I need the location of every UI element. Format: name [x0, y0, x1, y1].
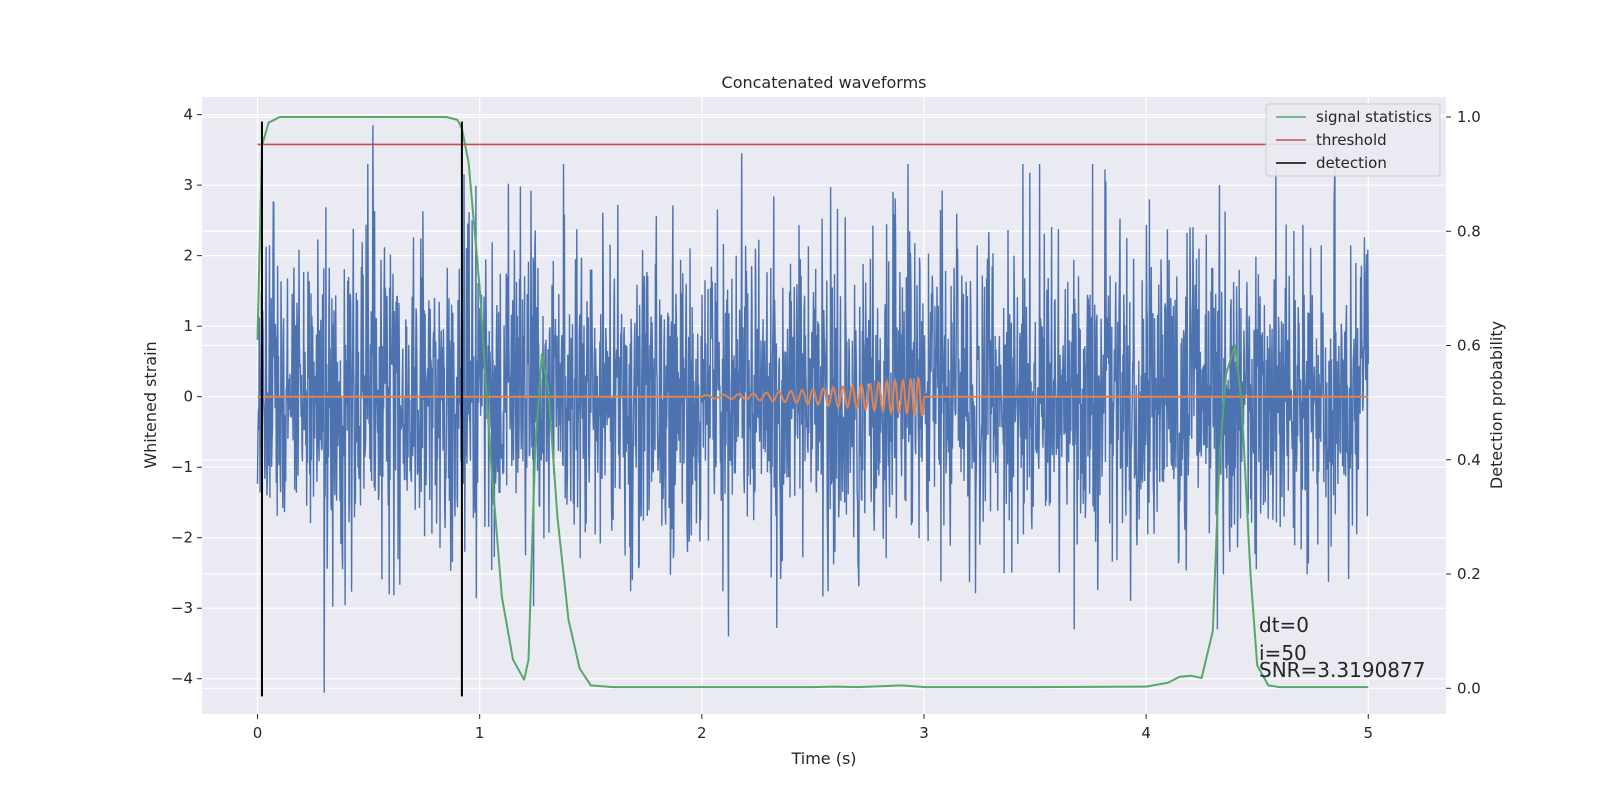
- annotation-index: i=50: [1259, 641, 1307, 665]
- tick-layer: 0 1 2 3 4 5 −4 −3 −2 −1 0 1 2 3 4 0.0 0.2 0.4 0.6 0.8 1.0: [171, 106, 1481, 742]
- x-axis-label: Time (s): [790, 749, 856, 768]
- y-axis-label: Whitened strain: [141, 341, 160, 468]
- y-tick-label-4: 0: [183, 388, 193, 406]
- y2-tick-label-2: 0.4: [1457, 451, 1481, 469]
- x-tick-label-2: 2: [697, 724, 707, 742]
- y-tick-label-5: 1: [183, 317, 193, 335]
- plot-layer: [256, 116, 1369, 697]
- y-tick-label-3: −1: [171, 458, 193, 476]
- y2-axis-label: Detection probability: [1487, 321, 1506, 489]
- annotation-dt: dt=0: [1259, 613, 1309, 637]
- x-tick-label-1: 1: [475, 724, 485, 742]
- chart-title: Concatenated waveforms: [722, 73, 927, 92]
- legend: signal statistics threshold detection: [1265, 103, 1441, 177]
- y-tick-label-6: 2: [183, 247, 193, 265]
- y-tick-label-0: −4: [171, 670, 193, 688]
- x-tick-label-0: 0: [253, 724, 263, 742]
- y2-tick-label-1: 0.2: [1457, 565, 1481, 583]
- y-tick-label-8: 4: [183, 106, 193, 124]
- legend-label-signal-statistics: signal statistics: [1316, 108, 1432, 126]
- chirp-series-line: [257, 375, 1369, 417]
- x-tick-label-4: 4: [1141, 724, 1151, 742]
- legend-label-detection: detection: [1316, 154, 1387, 172]
- y-tick-label-2: −2: [171, 529, 193, 547]
- legend-label-threshold: threshold: [1316, 131, 1387, 149]
- x-tick-label-3: 3: [919, 724, 929, 742]
- legend-box: [1265, 103, 1441, 177]
- signal-statistics-line: [256, 116, 1369, 689]
- y2-tick-label-3: 0.6: [1457, 337, 1481, 355]
- y-tick-label-7: 3: [183, 176, 193, 194]
- annotation-snr: SNR=3.3190877: [1259, 658, 1425, 682]
- x-tick-label-5: 5: [1363, 724, 1373, 742]
- y-tick-label-1: −3: [171, 599, 193, 617]
- y2-tick-label-0: 0.0: [1457, 679, 1481, 697]
- y2-tick-label-5: 1.0: [1457, 108, 1481, 126]
- y2-tick-label-4: 0.8: [1457, 222, 1481, 240]
